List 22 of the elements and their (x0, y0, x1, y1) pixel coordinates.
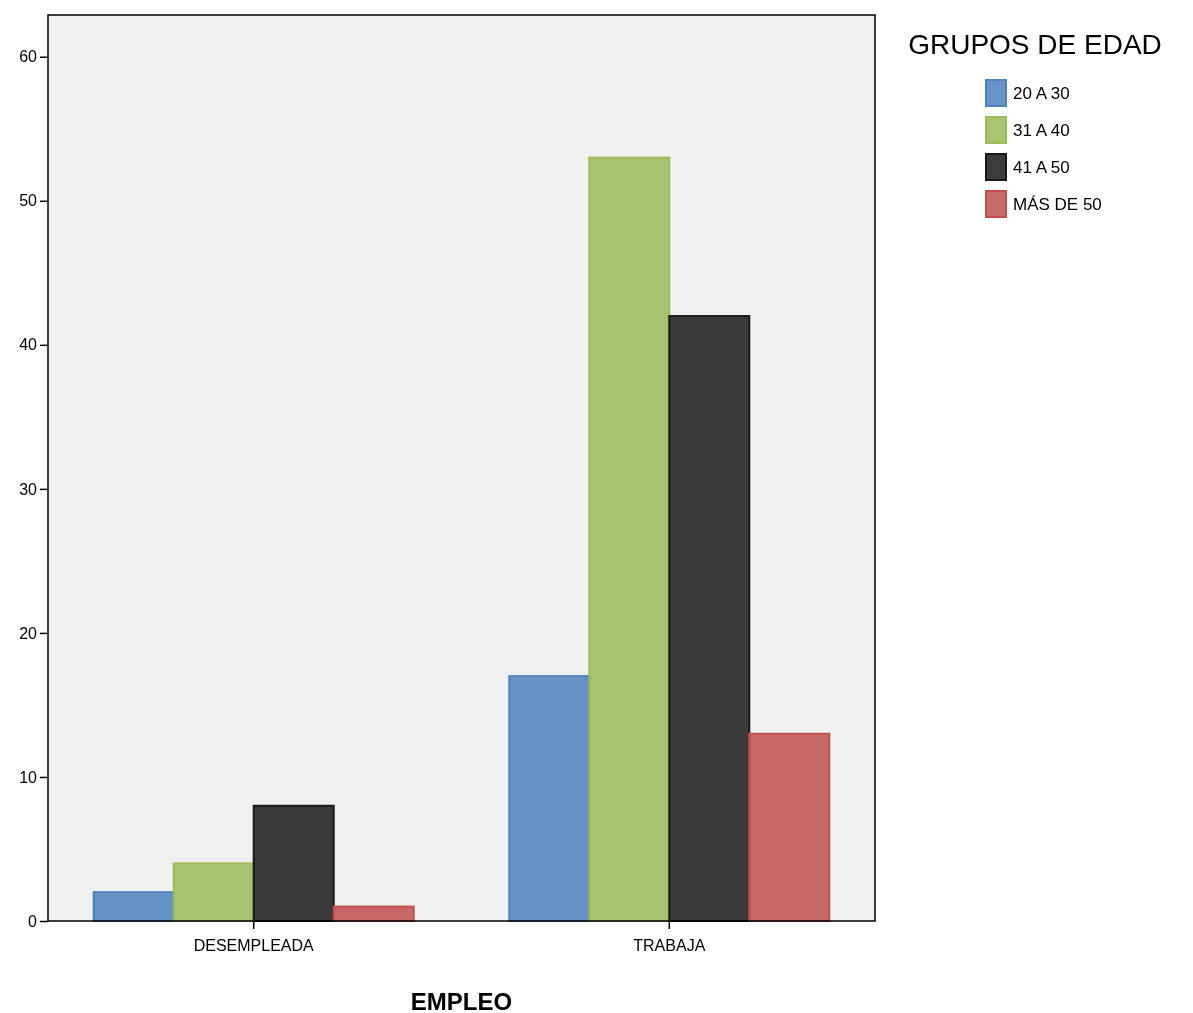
bar (92, 891, 175, 922)
y-tick-label: 20 (19, 624, 38, 642)
y-tick-label: 50 (19, 192, 38, 210)
y-tick-label: 0 (28, 912, 38, 930)
legend-label: 31 A 40 (1013, 121, 1070, 140)
x-tick-label: DESEMPLEADA (193, 937, 315, 955)
legend-label: 20 A 30 (1013, 84, 1070, 103)
y-tick-label: 40 (19, 336, 38, 354)
y-tick-label: 60 (19, 48, 38, 66)
y-tick-label: 30 (19, 480, 38, 498)
legend-label: MÁS DE 50 (1013, 195, 1102, 214)
legend-label: 41 A 50 (1013, 158, 1070, 177)
bar (588, 156, 671, 922)
bar (668, 315, 751, 922)
bar (172, 862, 255, 922)
x-tick-label: TRABAJA (633, 937, 706, 955)
bar (748, 732, 831, 922)
x-axis-title: EMPLEO (410, 988, 513, 1013)
y-tick-label: 10 (19, 768, 38, 786)
legend-title: GRUPOS DE EDAD (908, 29, 1162, 60)
bar (252, 804, 335, 922)
bar (508, 675, 591, 922)
